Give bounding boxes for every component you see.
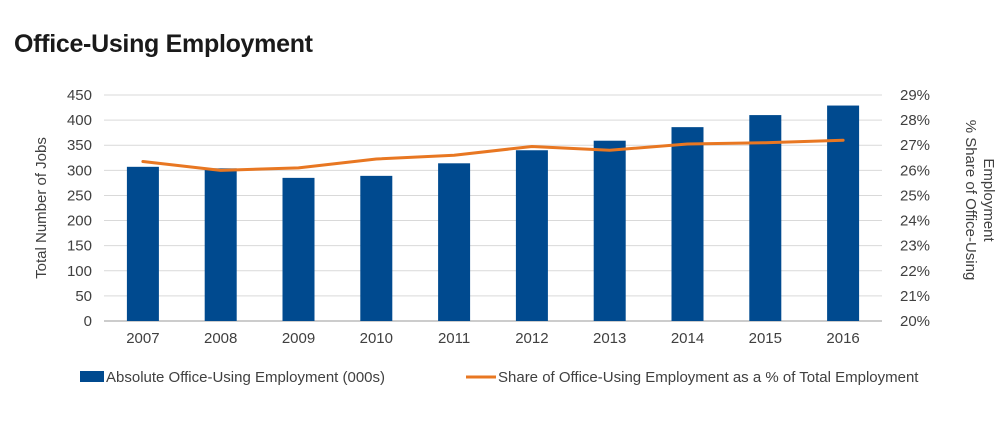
- y2-axis-label-line1: % Share of Office-Using: [962, 120, 979, 281]
- bar: [438, 163, 471, 321]
- y-tick-label: 150: [67, 238, 92, 255]
- y-tick-label: 450: [67, 87, 92, 104]
- legend: Absolute Office-Using Employment (000s) …: [80, 369, 919, 386]
- y-tick-label: 50: [75, 288, 92, 305]
- y2-tick-label: 22%: [900, 263, 930, 280]
- bar: [515, 150, 548, 321]
- legend-bar-label: Absolute Office-Using Employment (000s): [106, 369, 385, 386]
- x-tick-label: 2012: [515, 330, 548, 347]
- legend-bar-swatch: [80, 371, 104, 382]
- y-axis-label: Total Number of Jobs: [33, 137, 50, 279]
- y2-tick-label: 23%: [900, 238, 930, 255]
- left-axis-ticks: 0 50 100 150 200 250 300 350 400 450: [67, 87, 92, 330]
- x-axis-ticks: 2007 2008 2009 2010 2011 2012 2013 2014 2015 2016: [126, 330, 860, 347]
- y-tick-label: 400: [67, 112, 92, 129]
- y2-tick-label: 27%: [900, 137, 930, 154]
- x-tick-label: 2007: [126, 330, 159, 347]
- y2-axis-label-line2: Employment: [980, 158, 997, 242]
- right-axis-ticks: 20% 21% 22% 23% 24% 25% 26% 27% 28% 29%: [900, 87, 930, 330]
- bar: [282, 177, 315, 321]
- x-tick-label: 2013: [593, 330, 626, 347]
- x-tick-label: 2010: [360, 330, 393, 347]
- bar: [126, 166, 159, 321]
- x-tick-label: 2015: [749, 330, 782, 347]
- x-tick-label: 2009: [282, 330, 315, 347]
- bar-series: [126, 105, 860, 322]
- line-series: [141, 138, 845, 172]
- y2-tick-label: 24%: [900, 213, 930, 230]
- y2-tick-label: 28%: [900, 112, 930, 129]
- x-tick-label: 2014: [671, 330, 704, 347]
- y-tick-label: 350: [67, 137, 92, 154]
- y2-tick-label: 20%: [900, 313, 930, 330]
- y2-tick-label: 26%: [900, 162, 930, 179]
- x-tick-label: 2011: [438, 330, 470, 347]
- legend-line-label: Share of Office-Using Employment as a % …: [498, 369, 919, 386]
- y-tick-label: 250: [67, 187, 92, 204]
- bar: [360, 175, 393, 321]
- series-line: [141, 138, 845, 172]
- y-tick-label: 200: [67, 213, 92, 230]
- bar: [749, 115, 782, 321]
- y2-tick-label: 29%: [900, 87, 930, 104]
- bar: [593, 140, 626, 321]
- x-tick-label: 2008: [204, 330, 237, 347]
- chart-title: Office-Using Employment: [14, 30, 313, 58]
- y-tick-label: 0: [84, 313, 92, 330]
- y2-tick-label: 25%: [900, 187, 930, 204]
- x-tick-label: 2016: [826, 330, 859, 347]
- bar: [827, 105, 860, 322]
- bar: [671, 127, 704, 322]
- y-tick-label: 300: [67, 162, 92, 179]
- y2-tick-label: 21%: [900, 288, 930, 305]
- y-tick-label: 100: [67, 263, 92, 280]
- bar: [204, 168, 237, 321]
